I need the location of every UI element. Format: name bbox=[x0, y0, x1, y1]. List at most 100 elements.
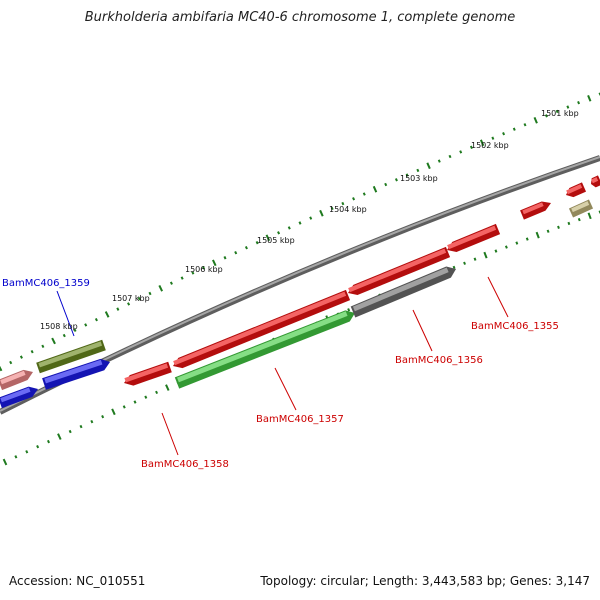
inner-tick bbox=[111, 408, 116, 416]
topology-stats-text: Topology: circular; Length: 3,443,583 bp… bbox=[260, 574, 590, 588]
outer-tick bbox=[287, 226, 291, 230]
map-title: Burkholderia ambifaria MC40-6 chromosome… bbox=[84, 10, 516, 25]
outer-tick bbox=[437, 159, 441, 163]
outer-tick bbox=[212, 259, 217, 267]
kbp-label: 1507 kbp bbox=[112, 294, 150, 303]
outer-tick bbox=[533, 116, 538, 124]
outer-tick bbox=[9, 360, 13, 365]
inner-tick bbox=[68, 429, 72, 434]
gene-label: BamMC406_1359 bbox=[2, 278, 90, 289]
outer-tick bbox=[255, 241, 259, 245]
gene-feature bbox=[36, 339, 106, 374]
kbp-label: 1503 kbp bbox=[400, 174, 438, 183]
outer-tick bbox=[148, 291, 152, 296]
gene-feature bbox=[350, 266, 456, 318]
outer-tick bbox=[587, 94, 592, 102]
inner-tick bbox=[14, 455, 18, 459]
outer-tick bbox=[84, 323, 88, 327]
inner-tick bbox=[25, 450, 29, 454]
outer-tick bbox=[459, 150, 463, 154]
inner-tick bbox=[165, 384, 170, 391]
outer-tick bbox=[137, 296, 141, 301]
gene-callout-line bbox=[56, 290, 75, 337]
gene-feature bbox=[0, 386, 38, 409]
inner-tick bbox=[525, 237, 529, 241]
outer-tick bbox=[512, 127, 516, 131]
gene-label: BamMC406_1358 bbox=[141, 459, 229, 470]
inner-tick bbox=[46, 439, 50, 444]
outer-tick bbox=[0, 365, 3, 372]
inner-tick bbox=[473, 257, 477, 261]
gene-feature bbox=[591, 175, 600, 188]
inner-tick bbox=[79, 424, 83, 429]
outer-tick bbox=[202, 266, 206, 270]
outer-tick bbox=[362, 192, 366, 196]
gene-feature bbox=[124, 361, 172, 386]
inner-tick bbox=[587, 212, 592, 220]
kbp-label: 1506 kbp bbox=[185, 265, 223, 274]
gene-feature bbox=[566, 182, 587, 198]
inner-tick bbox=[90, 419, 94, 424]
inner-tick bbox=[144, 395, 148, 399]
gene-callout-line bbox=[412, 309, 433, 352]
kbp-label: 1504 kbp bbox=[329, 205, 367, 214]
kbp-labels: 1501 kbp 1502 kbp 1503 kbp 1504 kbp 1505 kbp… bbox=[40, 109, 579, 331]
inner-tick bbox=[133, 400, 137, 404]
outer-tick bbox=[94, 317, 98, 322]
gene-label: BamMC406_1357 bbox=[256, 414, 344, 425]
outer-tick bbox=[341, 201, 345, 206]
kbp-label: 1508 kbp bbox=[40, 322, 78, 331]
outer-tick bbox=[169, 281, 173, 285]
gene-feature bbox=[0, 369, 33, 391]
inner-tick bbox=[535, 231, 540, 239]
inner-tick bbox=[504, 245, 508, 249]
outer-tick bbox=[277, 231, 281, 235]
gene-features bbox=[0, 175, 600, 409]
inner-tick bbox=[494, 249, 498, 253]
outer-tick bbox=[469, 145, 473, 150]
inner-tick bbox=[577, 217, 581, 222]
gene-feature bbox=[174, 310, 355, 389]
inner-tick bbox=[483, 251, 488, 259]
gene-feature bbox=[173, 289, 351, 369]
outer-tick bbox=[502, 132, 506, 136]
gene-feature bbox=[42, 358, 111, 390]
outer-tick bbox=[544, 114, 548, 118]
outer-tick bbox=[62, 333, 66, 338]
outer-tick bbox=[523, 123, 527, 127]
gene-feature bbox=[348, 246, 451, 296]
inner-tick bbox=[2, 458, 8, 466]
outer-tick bbox=[416, 168, 420, 173]
outer-tick bbox=[555, 109, 559, 114]
inner-tick bbox=[567, 221, 571, 226]
inner-tick bbox=[122, 405, 126, 409]
inner-tick bbox=[347, 308, 351, 312]
outer-tick bbox=[104, 311, 110, 318]
inner-tick bbox=[57, 433, 62, 440]
outer-tick bbox=[479, 139, 485, 147]
outer-tick bbox=[244, 246, 248, 250]
outer-tick bbox=[51, 337, 56, 345]
inner-tick bbox=[546, 229, 550, 233]
inner-tick bbox=[452, 265, 456, 270]
outer-tick bbox=[180, 276, 184, 280]
outer-tick bbox=[372, 185, 378, 193]
outer-tick bbox=[491, 136, 495, 140]
outer-tick bbox=[309, 216, 313, 220]
gene-callout-line bbox=[161, 412, 179, 456]
inner-tick bbox=[515, 241, 519, 245]
outer-tick bbox=[352, 197, 356, 201]
gene-label: BamMC406_1355 bbox=[471, 321, 559, 332]
kbp-label: 1505 kbp bbox=[257, 236, 295, 245]
outer-tick bbox=[158, 285, 164, 292]
outer-tick bbox=[319, 209, 324, 217]
outer-tick bbox=[405, 173, 409, 177]
outer-tick bbox=[41, 344, 45, 349]
outer-tick bbox=[30, 349, 34, 354]
gene-callouts: BamMC406_1355 BamMC406_1356 BamMC406_1357 B… bbox=[2, 276, 559, 470]
outer-tick-track bbox=[0, 92, 600, 372]
inner-tick bbox=[155, 390, 159, 395]
gene-feature bbox=[520, 201, 551, 220]
kbp-label: 1502 kbp bbox=[471, 141, 509, 150]
